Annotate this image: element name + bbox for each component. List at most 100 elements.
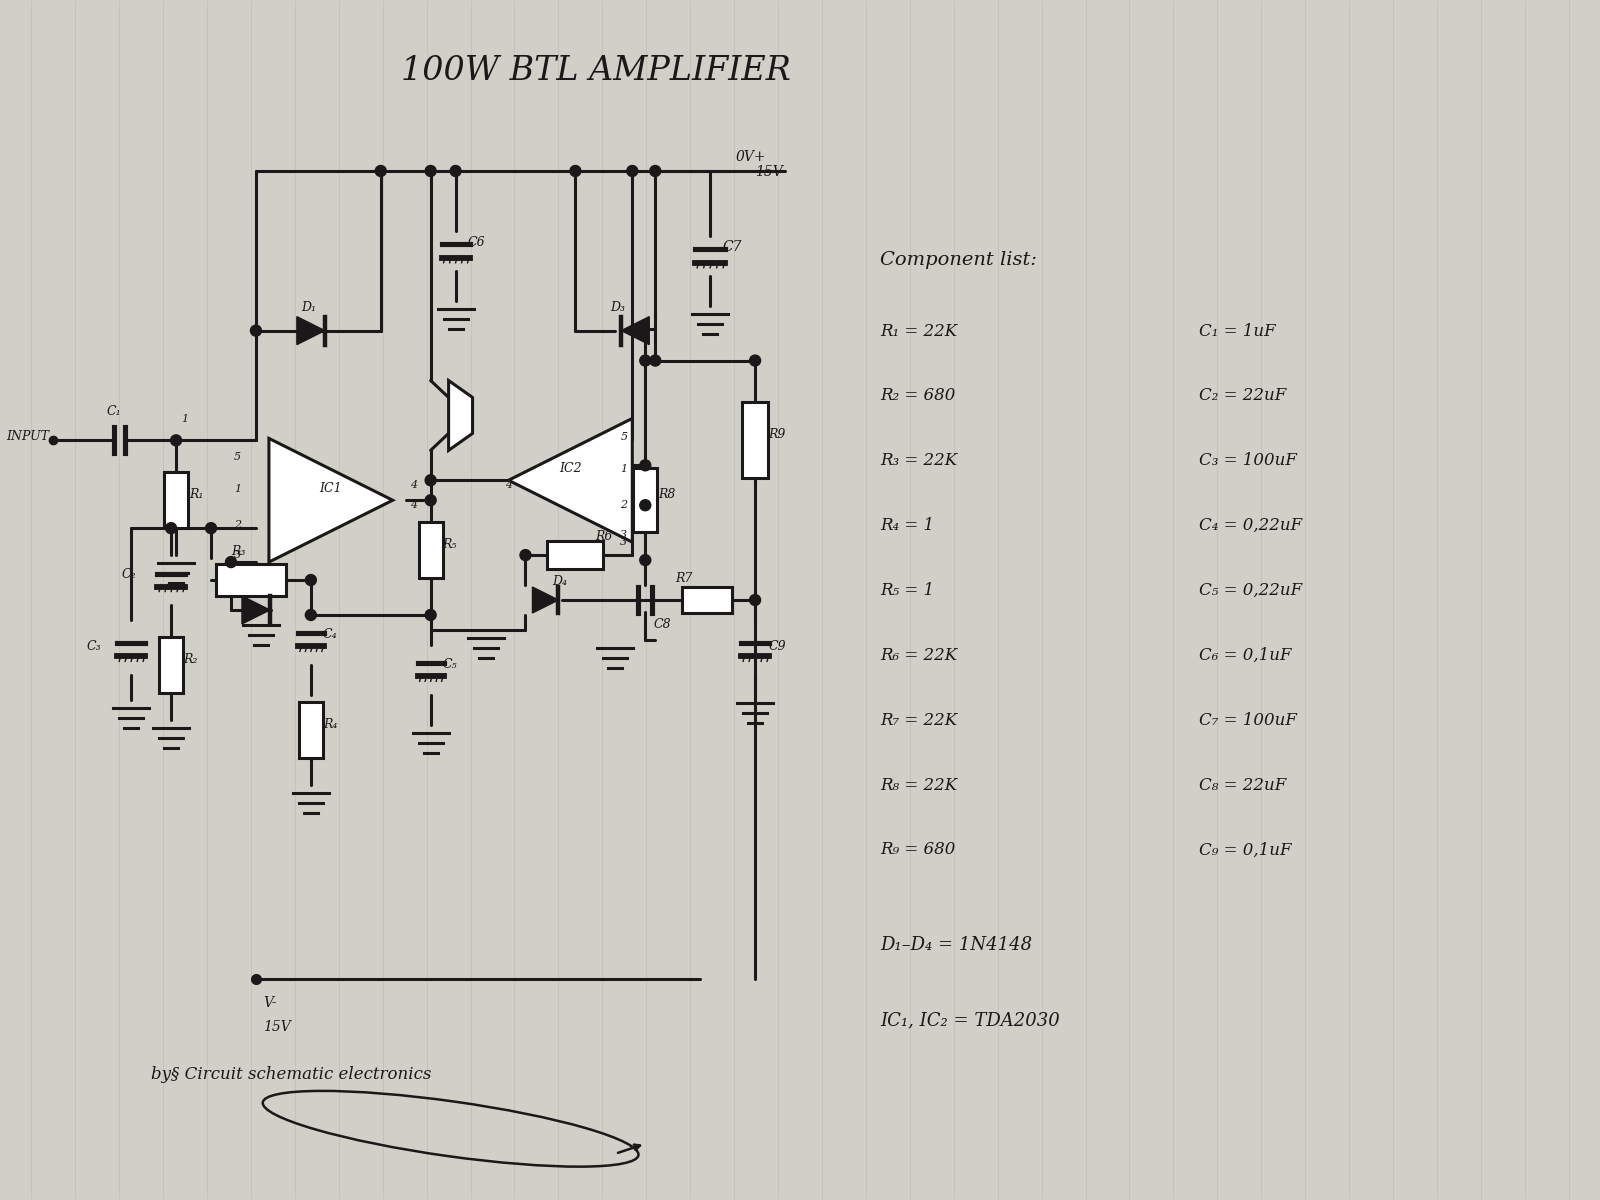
Text: D₁–D₄ = 1N4148: D₁–D₄ = 1N4148 xyxy=(880,936,1032,954)
Text: R₈ = 22K: R₈ = 22K xyxy=(880,776,957,793)
Text: R₇ = 22K: R₇ = 22K xyxy=(880,712,957,728)
Circle shape xyxy=(650,166,661,176)
Bar xyxy=(158,637,182,692)
Text: R₁ = 22K: R₁ = 22K xyxy=(880,323,957,340)
Polygon shape xyxy=(533,587,558,613)
Bar xyxy=(682,587,733,613)
Text: D₂: D₂ xyxy=(262,582,278,595)
Text: R₄ = 1: R₄ = 1 xyxy=(880,517,934,534)
Polygon shape xyxy=(242,596,270,624)
Text: 0V+: 0V+ xyxy=(734,150,766,164)
Text: C₂ = 22uF: C₂ = 22uF xyxy=(1200,388,1286,404)
Text: C₈ = 22uF: C₈ = 22uF xyxy=(1200,776,1286,793)
Text: Component list:: Component list: xyxy=(880,251,1037,269)
Text: R₅ = 1: R₅ = 1 xyxy=(880,582,934,599)
Text: C₄: C₄ xyxy=(323,628,338,641)
Circle shape xyxy=(205,523,216,534)
Text: C₅ = 0,22uF: C₅ = 0,22uF xyxy=(1200,582,1302,599)
Text: 15V: 15V xyxy=(755,164,782,179)
Circle shape xyxy=(251,325,261,336)
Bar xyxy=(419,522,443,578)
Text: 3: 3 xyxy=(621,530,627,540)
Text: C7: C7 xyxy=(722,240,742,254)
Text: V-: V- xyxy=(262,996,277,1010)
Text: R6: R6 xyxy=(595,530,613,544)
Circle shape xyxy=(640,554,651,565)
Text: 5: 5 xyxy=(621,432,627,443)
Text: 3: 3 xyxy=(234,550,242,560)
Text: C₃ = 100uF: C₃ = 100uF xyxy=(1200,452,1298,469)
Text: 4: 4 xyxy=(410,480,418,491)
Text: 100W BTL AMPLIFIER: 100W BTL AMPLIFIER xyxy=(400,55,790,88)
Circle shape xyxy=(627,166,638,176)
Polygon shape xyxy=(448,380,472,450)
Bar xyxy=(634,468,658,532)
Text: R₃ = 22K: R₃ = 22K xyxy=(880,452,957,469)
Text: D₄: D₄ xyxy=(552,575,568,588)
Text: R₆ = 22K: R₆ = 22K xyxy=(880,647,957,664)
Text: C₇ = 100uF: C₇ = 100uF xyxy=(1200,712,1298,728)
Text: R₅: R₅ xyxy=(443,538,458,551)
Text: C₂: C₂ xyxy=(122,568,136,581)
Circle shape xyxy=(171,434,181,446)
Text: C9: C9 xyxy=(768,640,786,653)
Circle shape xyxy=(376,166,386,176)
Circle shape xyxy=(520,550,531,560)
Text: C8: C8 xyxy=(653,618,670,631)
Bar xyxy=(742,402,768,479)
Text: C₁ = 1uF: C₁ = 1uF xyxy=(1200,323,1275,340)
Polygon shape xyxy=(509,419,632,542)
Bar xyxy=(299,702,323,757)
Circle shape xyxy=(640,499,651,511)
Circle shape xyxy=(426,610,437,620)
Text: R₄: R₄ xyxy=(323,718,338,731)
Circle shape xyxy=(226,557,237,568)
Bar xyxy=(216,564,286,596)
Text: 1: 1 xyxy=(234,485,242,494)
Text: C₆ = 0,1uF: C₆ = 0,1uF xyxy=(1200,647,1291,664)
Text: 4: 4 xyxy=(506,480,512,491)
Text: 1: 1 xyxy=(181,414,189,425)
Text: D₁: D₁ xyxy=(301,301,315,313)
Text: IC1: IC1 xyxy=(320,481,342,494)
Text: 15V: 15V xyxy=(262,1020,291,1034)
Circle shape xyxy=(450,166,461,176)
Text: 3: 3 xyxy=(621,538,627,547)
Text: 2: 2 xyxy=(234,520,242,530)
Circle shape xyxy=(426,494,437,505)
Polygon shape xyxy=(298,317,325,344)
Text: R7: R7 xyxy=(675,572,693,586)
Text: R₂: R₂ xyxy=(182,653,197,666)
Circle shape xyxy=(749,355,760,366)
Text: C6: C6 xyxy=(467,236,485,248)
Text: R₁: R₁ xyxy=(189,488,203,502)
Circle shape xyxy=(640,355,651,366)
Circle shape xyxy=(640,460,651,470)
Circle shape xyxy=(166,523,176,534)
Text: R₂ = 680: R₂ = 680 xyxy=(880,388,955,404)
Text: IC2: IC2 xyxy=(558,462,582,475)
Bar xyxy=(547,541,603,569)
Circle shape xyxy=(749,594,760,606)
Circle shape xyxy=(650,355,661,366)
Text: R9: R9 xyxy=(768,428,786,442)
Text: C₉ = 0,1uF: C₉ = 0,1uF xyxy=(1200,841,1291,858)
Text: by§ Circuit schematic electronics: by§ Circuit schematic electronics xyxy=(150,1066,432,1082)
Text: R₉ = 680: R₉ = 680 xyxy=(880,841,955,858)
Circle shape xyxy=(306,610,317,620)
Circle shape xyxy=(426,475,437,486)
Bar xyxy=(165,473,189,528)
Text: C₄ = 0,22uF: C₄ = 0,22uF xyxy=(1200,517,1302,534)
Text: 5: 5 xyxy=(234,452,242,462)
Text: C₅: C₅ xyxy=(443,658,458,671)
Polygon shape xyxy=(269,438,392,562)
Text: C₃: C₃ xyxy=(86,640,101,653)
Text: R₃: R₃ xyxy=(230,545,245,558)
Text: R8: R8 xyxy=(658,488,675,502)
Text: 4: 4 xyxy=(410,500,418,510)
Circle shape xyxy=(426,166,437,176)
Polygon shape xyxy=(621,317,650,344)
Text: D₃: D₃ xyxy=(610,301,626,313)
Text: C₁: C₁ xyxy=(106,406,122,419)
Text: IC₁, IC₂ = TDA2030: IC₁, IC₂ = TDA2030 xyxy=(880,1012,1059,1030)
